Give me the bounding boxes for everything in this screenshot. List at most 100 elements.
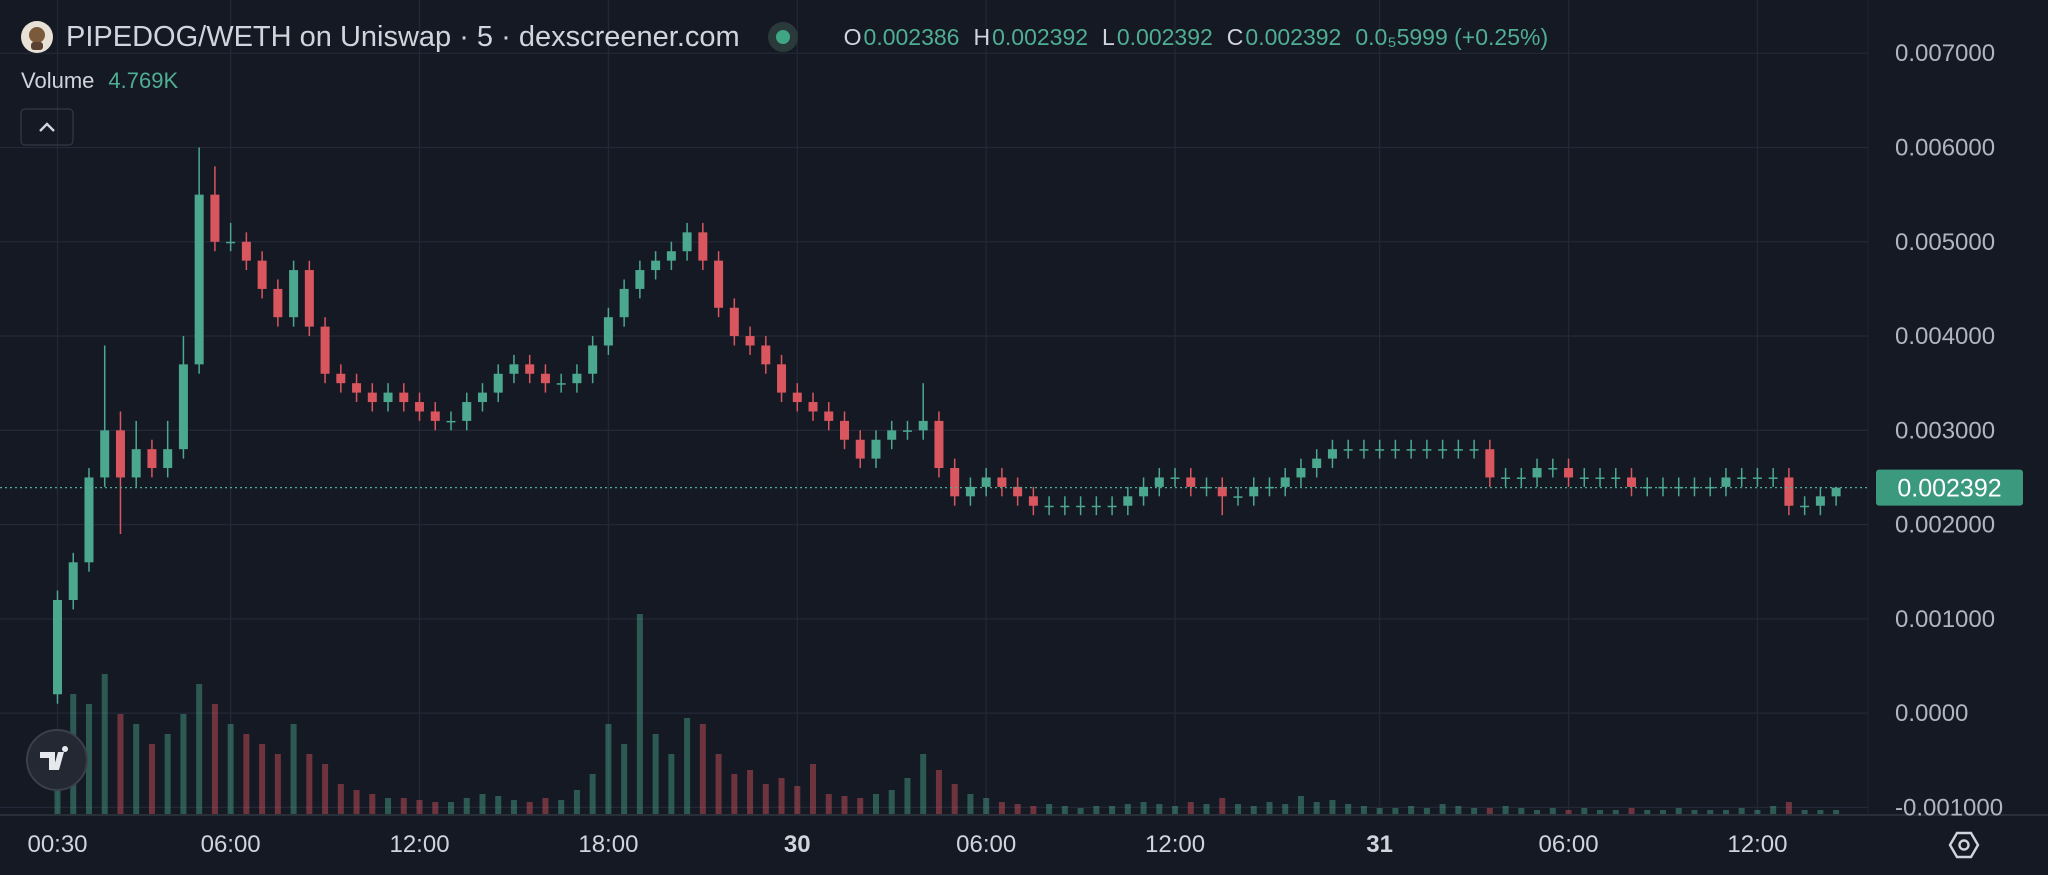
volume-bar [794,786,801,814]
candle-body [1831,487,1841,497]
candle-body [194,194,204,365]
volume-bar [227,724,234,814]
ohlc-key: O [843,23,862,50]
candle-body [1611,477,1621,479]
candle-body [855,439,865,459]
candle-body [934,420,944,469]
candle-body [840,420,849,440]
volume-bar [448,802,454,814]
candle-body [1249,486,1259,497]
volume-bar [810,764,817,814]
y-tick-label: 0.006000 [1895,135,1995,162]
volume-bar [967,794,974,814]
candle-body [918,420,928,431]
volume-bar [825,794,832,814]
x-tick-label: 06:00 [201,831,261,858]
volume-bar [1612,810,1619,814]
volume-bar [1439,804,1446,814]
candle-body [572,373,582,384]
candle-body [1564,468,1574,478]
volume-bar [636,614,643,814]
candle-body [367,392,377,403]
candle-body [603,317,613,346]
settings-button[interactable] [1948,831,1980,859]
y-tick-label: 0.001000 [1895,606,1995,633]
ohlc-key: C [1226,23,1244,50]
volume-bar [1046,804,1053,814]
volume-bar [385,798,392,814]
candle-body [131,449,141,478]
volume-bar [1140,802,1147,814]
candle-body [682,232,692,252]
volume-bar [290,724,297,814]
candle-body [997,477,1007,487]
volume-bar [1266,802,1273,814]
volume-bar [684,718,691,814]
volume-bar [369,794,376,814]
volume-bar [731,774,738,814]
live-indicator [767,22,798,52]
candle-body [1815,496,1825,506]
candle-body [68,562,78,601]
volume-bar [259,744,266,814]
candle-body [635,270,645,289]
candle-body [588,345,598,374]
volume-bar [432,802,439,814]
ohlc-key: H [973,23,991,50]
candle-body [965,486,975,497]
volume-bar [1093,806,1100,814]
volume-bar [1109,806,1116,814]
candle-body [304,270,314,327]
volume-bar [1235,804,1241,814]
candle-body [1438,449,1448,451]
candle-body [336,373,346,384]
volume-bar [747,770,754,814]
candle-body [415,402,425,412]
volume-bar [1659,810,1666,814]
volume-bar [1329,800,1336,814]
ohlc-value: 0.002392 [992,23,1089,50]
ohlc-readout: O 0.002386 H 0.002392 L 0.002392 C 0.002392 [830,24,1342,51]
candle-body [556,383,566,385]
candle-body [1060,505,1070,508]
volume-bar [463,798,470,814]
volume-bar [306,754,313,814]
x-tick-label: 06:00 [1539,831,1599,858]
candle-body [1532,468,1542,478]
candle-body [1752,477,1762,479]
candle-body [1359,449,1369,451]
candle-body [1800,505,1810,508]
candle-body [383,392,393,403]
candle-body [761,345,771,365]
candle-body [1406,449,1416,451]
candle-body [147,449,157,469]
candle-body [289,270,299,318]
candle-body [1390,449,1400,451]
volume-bar [1124,804,1131,814]
x-tick-label: 31 [1366,831,1393,858]
volume-bar [133,724,140,814]
volume-bar [1061,806,1068,814]
volume-bar [1313,802,1320,814]
tradingview-logo[interactable] [26,729,88,791]
volume-bar [1518,808,1525,814]
candle-body [178,364,188,450]
candle-body [163,449,173,469]
x-tick-label: 06:00 [956,831,1016,858]
candle-body [509,364,519,374]
x-tick-label: 12:00 [389,831,449,858]
settings-icon-center [1958,839,1970,851]
volume-bar [715,754,722,814]
volume-bar [1345,804,1352,814]
candle-body [792,392,802,403]
volume-bar [1549,808,1556,814]
volume-bar [211,704,218,814]
volume-bar [983,798,990,814]
collapse-button[interactable] [20,108,74,146]
volume-bar [920,754,927,814]
y-tick-label: 0.0000 [1895,700,1968,727]
candle-body [352,383,362,393]
volume-bar [778,778,785,814]
volume-bar [1581,808,1588,814]
candle-body [1658,486,1668,489]
